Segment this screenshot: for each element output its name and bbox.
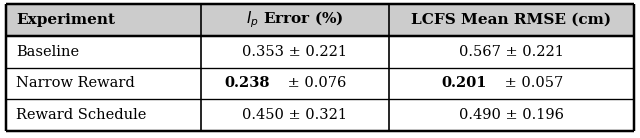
Text: 0.201: 0.201 — [441, 76, 486, 91]
Text: 0.238: 0.238 — [225, 76, 270, 91]
Text: Baseline: Baseline — [16, 45, 79, 59]
Bar — [389, 99, 634, 131]
Text: $\mathit{I}_p$ Error (%): $\mathit{I}_p$ Error (%) — [246, 10, 344, 30]
Bar — [201, 68, 389, 99]
Bar — [389, 4, 634, 36]
Bar — [6, 99, 201, 131]
Text: Experiment: Experiment — [16, 13, 115, 27]
Bar — [389, 68, 634, 99]
Bar — [201, 36, 389, 68]
Bar — [6, 36, 201, 68]
Bar — [201, 4, 389, 36]
Bar — [389, 36, 634, 68]
Text: 0.353 ± 0.221: 0.353 ± 0.221 — [243, 45, 348, 59]
Text: Narrow Reward: Narrow Reward — [16, 76, 135, 91]
Text: ± 0.076: ± 0.076 — [284, 76, 347, 91]
Bar — [6, 4, 201, 36]
Text: 0.450 ± 0.321: 0.450 ± 0.321 — [243, 108, 348, 122]
Bar — [6, 68, 201, 99]
Text: Reward Schedule: Reward Schedule — [16, 108, 147, 122]
Bar — [201, 99, 389, 131]
Text: 0.490 ± 0.196: 0.490 ± 0.196 — [459, 108, 564, 122]
Text: ± 0.057: ± 0.057 — [500, 76, 563, 91]
Text: LCFS Mean RMSE (cm): LCFS Mean RMSE (cm) — [412, 13, 611, 27]
Text: 0.567 ± 0.221: 0.567 ± 0.221 — [459, 45, 564, 59]
